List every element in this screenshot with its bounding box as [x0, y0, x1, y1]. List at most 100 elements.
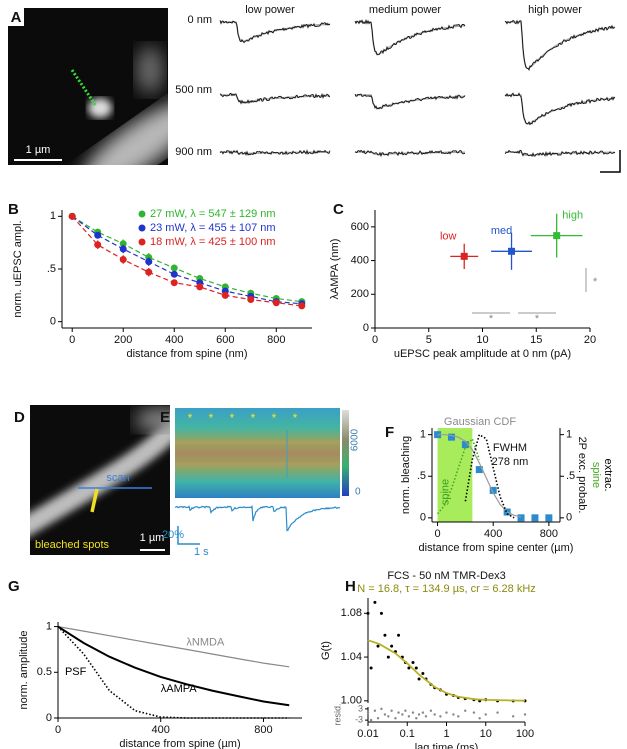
residual	[397, 711, 400, 714]
column-label: low power	[245, 4, 295, 16]
residual	[496, 711, 499, 714]
scale-label: 1 µm	[26, 144, 51, 156]
row-label: 0 nm	[188, 14, 212, 26]
stimulus-mark: *	[230, 411, 235, 425]
series-label: Gaussian CDF	[444, 416, 516, 428]
panel-label: F	[385, 424, 394, 441]
kymo-stripe	[175, 440, 340, 444]
chart-title: FCS - 50 nM TMR-Dex3	[387, 570, 505, 582]
trace	[219, 20, 331, 44]
trace-scale-bar	[600, 150, 621, 173]
residual	[387, 715, 390, 718]
marker	[298, 302, 306, 310]
x-tick-label: 600	[216, 334, 234, 346]
residual	[424, 715, 428, 718]
y-tick-label: 1	[50, 210, 56, 222]
marker	[376, 644, 380, 648]
residual	[445, 711, 448, 714]
annotation: 278 nm	[492, 456, 529, 468]
x-tick-label: 100	[516, 728, 534, 740]
x-tick-label: 400	[484, 528, 502, 540]
marker	[170, 270, 178, 278]
series-line	[71, 215, 302, 303]
stimulus-mark: *	[272, 411, 277, 425]
residual	[401, 713, 404, 716]
panel-label: H	[345, 578, 356, 595]
series-line	[57, 626, 290, 668]
marker	[379, 611, 383, 615]
series-label: spine	[590, 462, 602, 488]
series-line	[437, 434, 522, 518]
panel-label: G	[8, 578, 20, 595]
y-tick-label: 1.08	[341, 607, 362, 619]
marker	[272, 299, 280, 307]
marker	[489, 486, 497, 494]
x-tick-label: 0	[435, 528, 441, 540]
bleached-label: bleached spots	[35, 539, 109, 551]
x-tick-label: 0.1	[400, 728, 415, 740]
marker	[119, 240, 127, 248]
marker	[145, 258, 153, 266]
y-axis-label: norm. bleaching	[400, 436, 412, 514]
residual	[417, 713, 421, 716]
marker	[508, 247, 516, 255]
x-tick-label: 0	[55, 724, 61, 736]
trace	[354, 18, 466, 56]
residual	[415, 717, 418, 720]
series-line	[464, 433, 515, 519]
micrograph-a	[8, 8, 168, 165]
y-axis-label: norm. amplitude	[18, 631, 30, 710]
trace	[354, 149, 466, 158]
scale-bar	[177, 526, 200, 545]
chart-subtitle: N = 16.8, τ = 134.9 µs, cr = 6.28 kHz	[357, 583, 536, 595]
marker	[94, 231, 102, 239]
x-tick-label: 10	[476, 334, 488, 346]
marker	[390, 644, 394, 648]
marker	[145, 268, 153, 276]
x-tick-label: 0	[69, 334, 75, 346]
marker	[434, 431, 442, 439]
x-axis-label: lag time (ms)	[415, 742, 479, 749]
residual	[369, 718, 373, 722]
trace	[504, 19, 616, 71]
y-tick-label: 0	[420, 512, 426, 524]
marker	[447, 433, 455, 441]
y-tick-label: 1.00	[341, 695, 362, 707]
marker	[460, 252, 468, 260]
annotation: *	[535, 313, 540, 325]
residual	[523, 713, 527, 716]
marker	[68, 212, 76, 220]
series-line	[71, 215, 302, 305]
x-tick-label: 400	[152, 724, 170, 736]
marker	[461, 441, 469, 449]
y-tick-label: 200	[351, 288, 369, 300]
marker	[411, 661, 415, 665]
label-bg	[8, 8, 24, 26]
residual	[484, 713, 487, 716]
marker	[366, 611, 370, 615]
y-tick-label: 1	[420, 429, 426, 441]
x-tick-label: 400	[165, 334, 183, 346]
y-axis-label: norm. uEPSC ampl.	[12, 220, 24, 317]
marker	[414, 666, 418, 670]
y-tick-label: 0	[46, 712, 52, 724]
marker	[386, 655, 390, 659]
panel-label: E	[160, 409, 170, 426]
scan-line	[70, 69, 98, 107]
trace	[219, 149, 331, 156]
marker	[94, 241, 102, 249]
y-tick-label: 0	[363, 322, 369, 334]
residual	[366, 711, 370, 714]
residual	[472, 711, 476, 714]
marker	[417, 677, 421, 681]
legend-label: 27 mW, λ = 547 ± 129 nm	[150, 208, 276, 220]
y-tick-label: 1.04	[341, 651, 362, 663]
residual	[421, 711, 425, 714]
scale-label: 1 s	[194, 546, 209, 558]
kymograph	[175, 408, 340, 498]
y2-axis-label: 2P exc. probab.	[576, 437, 588, 514]
scan-label: scan	[106, 472, 129, 484]
x-tick-label: 10	[480, 728, 492, 740]
